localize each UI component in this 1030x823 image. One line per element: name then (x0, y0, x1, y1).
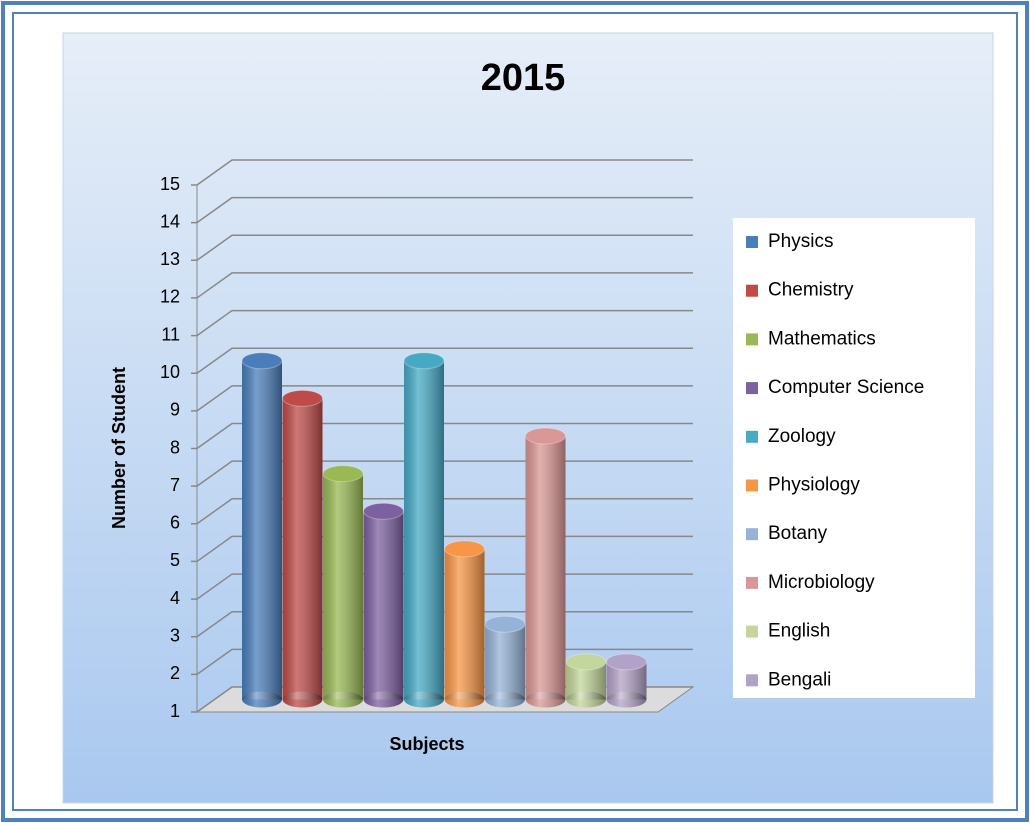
bar-top (282, 389, 323, 407)
bar-shade (404, 360, 444, 700)
grid-line (191, 309, 693, 337)
legend-swatch (746, 333, 758, 346)
legend-swatch (746, 284, 758, 297)
bar-top (444, 540, 485, 558)
y-tick-label: 4 (170, 588, 180, 608)
bar-shade (566, 691, 606, 708)
legend-swatch (746, 479, 758, 492)
grid-line (191, 347, 693, 374)
grid-line (191, 385, 693, 412)
bar-shade (323, 473, 363, 700)
y-tick-label: 2 (170, 663, 180, 683)
y-tick-label: 3 (170, 625, 180, 645)
legend-swatch (746, 528, 758, 541)
y-tick-label: 7 (170, 475, 180, 495)
grid-line (191, 272, 693, 299)
bar-shade (242, 691, 282, 708)
legend-label: Bengali (768, 669, 831, 690)
bar-shade (444, 691, 485, 708)
legend (733, 218, 975, 698)
bar-shade (485, 691, 525, 708)
grid-line (191, 159, 693, 186)
legend-swatch (746, 382, 758, 395)
legend-label: Microbiology (768, 572, 875, 593)
bar-top (484, 615, 526, 633)
y-tick-label: 14 (160, 211, 180, 231)
bar-top (363, 502, 404, 520)
legend-swatch (746, 576, 758, 589)
legend-label: Botany (768, 523, 828, 544)
grid-line (191, 535, 693, 563)
inner-border (12, 12, 1018, 811)
grid-line (191, 234, 693, 262)
bar-shade (485, 624, 525, 700)
x-axis-title: Subjects (389, 734, 464, 754)
y-tick-label: 8 (170, 437, 180, 457)
bar-shade (525, 436, 566, 700)
y-tick-label: 6 (170, 513, 180, 533)
bar-shade (404, 691, 444, 708)
legend-swatch (746, 625, 758, 638)
bar-top (403, 352, 445, 370)
y-tick-label: 9 (170, 400, 180, 420)
grid-line (191, 498, 693, 525)
y-axis-title: Number of Student (109, 367, 129, 529)
legend-swatch (746, 430, 758, 443)
y-tick-label: 13 (160, 249, 180, 269)
legend-label: Physics (768, 231, 833, 252)
bar-top (525, 427, 566, 445)
legend-label: Chemistry (768, 280, 854, 301)
bar-shade (444, 548, 485, 700)
grid-line (191, 460, 693, 487)
bar-top (322, 465, 364, 483)
bar-shade (242, 360, 282, 700)
bar-shade (606, 691, 647, 708)
legend-swatch (746, 674, 758, 687)
bar-top (606, 653, 647, 671)
y-tick-label: 5 (170, 550, 180, 570)
grid-line (191, 196, 693, 224)
legend-label: Physiology (768, 475, 860, 496)
bar-top (241, 352, 283, 370)
chart-title: 2015 (481, 57, 566, 99)
legend-label: English (768, 621, 830, 642)
bar-shade (282, 398, 323, 700)
y-tick-label: 15 (160, 174, 180, 194)
bar-shade (363, 511, 404, 700)
y-tick-label: 10 (160, 362, 180, 382)
bar-top (565, 653, 607, 671)
bar-shade (323, 691, 363, 708)
bar-shade (363, 691, 404, 708)
y-tick-label: 1 (170, 701, 180, 721)
y-tick-label: 11 (161, 324, 180, 344)
legend-label: Mathematics (768, 328, 876, 349)
bar-shade (525, 691, 566, 708)
y-tick-label: 12 (160, 287, 180, 307)
legend-label: Zoology (768, 426, 836, 447)
legend-swatch (746, 236, 758, 248)
legend-label: Computer Science (768, 377, 924, 398)
bar-shade (282, 691, 323, 708)
grid-line (191, 422, 693, 450)
